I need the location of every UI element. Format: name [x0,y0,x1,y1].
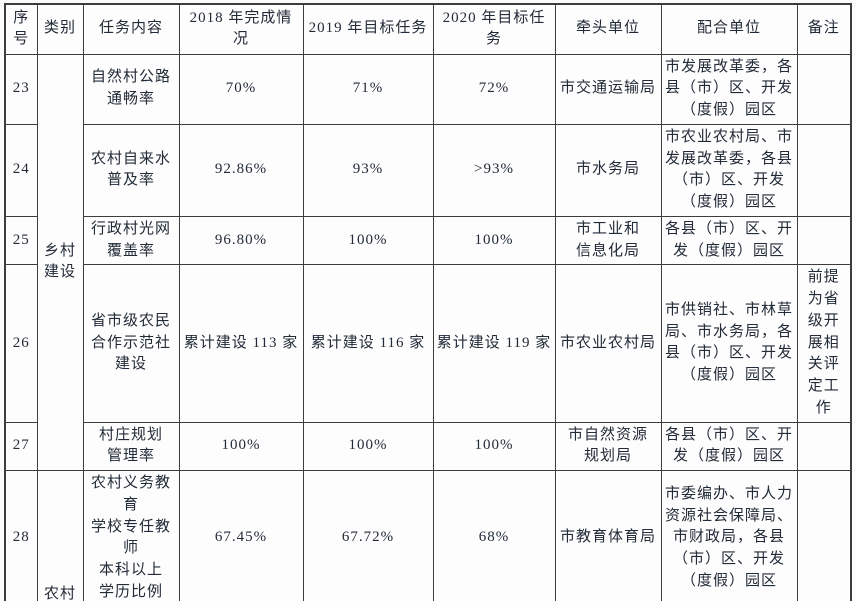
lead-unit-cell: 市交通运输局 [554,53,662,125]
remark-cell [796,470,852,601]
target-2020-cell: >93% [432,123,556,217]
remark-cell [796,215,852,266]
category-cell: 乡村建设 [36,53,84,471]
row-number-cell: 23 [4,53,38,125]
lead-unit-cell: 市农业农村局 [554,264,662,423]
support-units-cell: 市供销社、市林草局、市水务局，各县（市）区、开发（度假）园区 [660,264,798,423]
header-lead-unit: 牵头单位 [554,3,662,55]
table-header: 序号 类别 任务内容 2018 年完成情况 2019 年目标任务 2020 年目… [4,3,852,55]
remark-cell [796,123,852,217]
target-2019-cell: 67.72% [302,470,434,601]
target-2020-cell: 100% [432,421,556,471]
header-row: 序号 类别 任务内容 2018 年完成情况 2019 年目标任务 2020 年目… [4,3,852,55]
completion-2018-cell: 100% [178,421,304,471]
target-2020-cell: 68% [432,470,556,601]
task-cell: 自然村公路 通畅率 [82,53,180,125]
header-task-content: 任务内容 [82,3,180,55]
header-serial-number: 序号 [4,3,38,55]
lead-unit-cell: 市自然资源 规划局 [554,421,662,471]
task-cell: 行政村光网 覆盖率 [82,215,180,266]
table-row: 27 村庄规划 管理率 100% 100% 100% 市自然资源 规划局 各县（市）区、开发… [4,421,852,471]
header-support-units: 配合单位 [660,3,798,55]
row-number-cell: 27 [4,421,38,471]
lead-unit-cell: 市教育体育局 [554,470,662,601]
header-2020-target: 2020 年目标任务 [432,3,556,55]
table-body: 23 乡村建设 自然村公路 通畅率 70% 71% 72% 市交通运输局 市发展改革委，各县（… [4,53,852,601]
category-cell: 农村改革 [36,470,84,601]
target-2020-cell: 累计建设 119 家 [432,264,556,423]
task-cell: 农村义务教育 学校专任教师 本科以上 学历比例 [82,470,180,601]
completion-2018-cell: 67.45% [178,470,304,601]
lead-unit-cell: 市水务局 [554,123,662,217]
target-2019-cell: 100% [302,421,434,471]
task-cell: 省市级农民合作示范社建设 [82,264,180,423]
row-number-cell: 24 [4,123,38,217]
table-row: 23 乡村建设 自然村公路 通畅率 70% 71% 72% 市交通运输局 市发展改革委，各县（… [4,53,852,471]
header-2019-target: 2019 年目标任务 [302,3,434,55]
row-number-cell: 25 [4,215,38,266]
support-units-cell: 各县（市）区、开发（度假）园区 [660,421,798,471]
target-2020-cell: 100% [432,215,556,266]
lead-unit-cell: 市工业和 信息化局 [554,215,662,266]
task-cell: 农村自来水 普及率 [82,123,180,217]
table-row: 25 行政村光网 覆盖率 96.80% 100% 100% 市工业和 信息化局 各县（市）区… [4,215,852,266]
support-units-cell: 市委编办、市人力资源社会保障局、市财政局，各县（市）区、开发（度假）园区 [660,470,798,601]
completion-2018-cell: 70% [178,53,304,125]
remark-cell [796,421,852,471]
row-number-cell: 28 [4,470,38,601]
task-table: 序号 类别 任务内容 2018 年完成情况 2019 年目标任务 2020 年目… [4,3,852,601]
completion-2018-cell: 累计建设 113 家 [178,264,304,423]
header-category: 类别 [36,3,84,55]
completion-2018-cell: 92.86% [178,123,304,217]
header-2018-completion: 2018 年完成情况 [178,3,304,55]
completion-2018-cell: 96.80% [178,215,304,266]
row-number-cell: 26 [4,264,38,423]
header-remark: 备注 [796,3,852,55]
target-2019-cell: 累计建设 116 家 [302,264,434,423]
support-units-cell: 市发展改革委，各县（市）区、开发（度假）园区 [660,53,798,125]
target-2019-cell: 100% [302,215,434,266]
support-units-cell: 各县（市）区、开发（度假）园区 [660,215,798,266]
support-units-cell: 市农业农村局、市发展改革委，各县（市）区、开发（度假）园区 [660,123,798,217]
remark-cell: 前提为省级开展相关评定工作 [796,264,852,423]
table-row: 24 农村自来水 普及率 92.86% 93% >93% 市水务局 市农业农村局、市发展改革… [4,123,852,217]
table-row: 26 省市级农民合作示范社建设 累计建设 113 家累计建设 116 家累计建设 1… [4,264,852,423]
target-2020-cell: 72% [432,53,556,125]
table-row: 28农村改革农村义务教育 学校专任教师 本科以上 学历比例67.45%67.72… [4,470,852,601]
target-2019-cell: 93% [302,123,434,217]
remark-cell [796,53,852,125]
task-cell: 村庄规划 管理率 [82,421,180,471]
target-2019-cell: 71% [302,53,434,125]
